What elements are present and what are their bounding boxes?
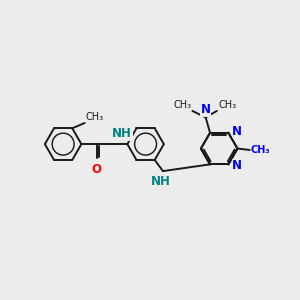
Text: CH₃: CH₃ (251, 145, 271, 155)
Text: N: N (232, 125, 242, 138)
Text: NH: NH (112, 127, 132, 140)
Text: N: N (201, 103, 211, 116)
Text: CH₃: CH₃ (86, 112, 104, 122)
Text: CH₃: CH₃ (173, 100, 191, 110)
Text: NH: NH (151, 175, 171, 188)
Text: CH₃: CH₃ (218, 100, 236, 110)
Text: O: O (92, 163, 102, 176)
Text: N: N (232, 159, 242, 172)
